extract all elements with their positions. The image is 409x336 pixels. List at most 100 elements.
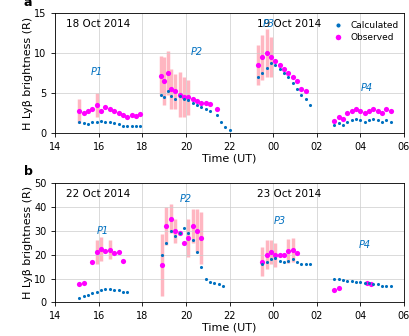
Point <box>102 287 108 292</box>
Point <box>254 62 261 68</box>
Text: 22 Oct 2014: 22 Oct 2014 <box>65 189 130 199</box>
Point <box>263 259 269 264</box>
Point <box>387 119 393 124</box>
Point <box>302 261 308 267</box>
Point <box>89 259 95 264</box>
Point <box>171 228 178 234</box>
Point <box>119 123 126 128</box>
Point <box>382 283 389 288</box>
Point <box>378 283 384 288</box>
Point <box>115 110 121 116</box>
Point <box>76 109 82 114</box>
Text: P1: P1 <box>97 225 109 236</box>
Point <box>115 121 121 127</box>
Point <box>193 228 200 234</box>
Point <box>330 288 337 293</box>
Point <box>258 54 265 60</box>
Point <box>284 71 291 76</box>
Point <box>180 96 187 101</box>
Point <box>280 67 287 72</box>
Point <box>267 60 274 66</box>
Point <box>263 50 269 56</box>
Point <box>348 278 354 284</box>
Point <box>198 264 204 269</box>
Point <box>98 246 104 251</box>
Text: P2: P2 <box>191 47 202 57</box>
Point <box>167 216 174 221</box>
Point <box>76 282 82 287</box>
Point <box>110 109 117 114</box>
Point <box>102 105 108 110</box>
Point <box>272 256 278 261</box>
Point <box>369 116 376 121</box>
Point <box>373 108 380 113</box>
Point <box>343 110 350 116</box>
Point <box>189 238 196 243</box>
Point <box>267 257 274 262</box>
Point <box>254 75 261 80</box>
Text: P2: P2 <box>180 195 192 205</box>
Point <box>367 282 373 287</box>
Point <box>164 71 171 76</box>
Point <box>76 295 82 300</box>
Point <box>226 128 232 133</box>
Point <box>76 120 82 125</box>
Point <box>297 86 304 92</box>
Point <box>339 122 345 128</box>
Point <box>206 101 213 107</box>
Point <box>189 100 196 105</box>
Point <box>180 226 187 231</box>
Point <box>267 54 274 60</box>
Point <box>363 281 369 286</box>
Point <box>343 278 350 284</box>
Y-axis label: H Lyβ brightness (R): H Lyβ brightness (R) <box>22 186 32 299</box>
Point <box>180 94 187 100</box>
Point <box>289 247 295 253</box>
Point <box>284 248 291 254</box>
Text: P3: P3 <box>262 19 274 29</box>
Point <box>339 116 345 121</box>
Point <box>343 120 350 125</box>
Point <box>302 89 308 94</box>
Point <box>272 58 278 64</box>
Point <box>128 113 135 118</box>
Point <box>221 125 228 130</box>
Point <box>330 122 337 128</box>
Point <box>335 276 341 281</box>
Point <box>335 285 341 291</box>
Point <box>258 261 265 267</box>
Point <box>176 92 182 97</box>
Point <box>272 62 278 68</box>
Point <box>93 119 100 124</box>
Point <box>133 124 139 129</box>
Point <box>106 106 113 112</box>
Point <box>330 276 337 281</box>
Point <box>167 93 174 99</box>
Point <box>184 94 191 100</box>
Point <box>360 281 367 286</box>
Text: 19 Oct 2014: 19 Oct 2014 <box>257 19 321 30</box>
Point <box>124 114 130 120</box>
Point <box>85 293 91 298</box>
Point <box>297 261 304 267</box>
Point <box>276 258 282 263</box>
Point <box>161 94 167 100</box>
Point <box>163 223 169 229</box>
Point <box>184 230 191 236</box>
Point <box>89 106 95 112</box>
Point <box>193 250 200 255</box>
Point <box>352 106 358 112</box>
Point <box>378 120 384 125</box>
Point <box>213 106 219 112</box>
Legend: Calculated, Observed: Calculated, Observed <box>328 20 398 43</box>
Point <box>110 121 117 126</box>
Point <box>306 102 313 108</box>
Point <box>128 123 135 128</box>
Point <box>110 288 117 293</box>
Point <box>157 92 164 97</box>
Point <box>360 120 367 125</box>
Point <box>206 108 213 113</box>
Text: P4: P4 <box>358 240 370 250</box>
Point <box>184 235 191 241</box>
Point <box>387 283 393 288</box>
